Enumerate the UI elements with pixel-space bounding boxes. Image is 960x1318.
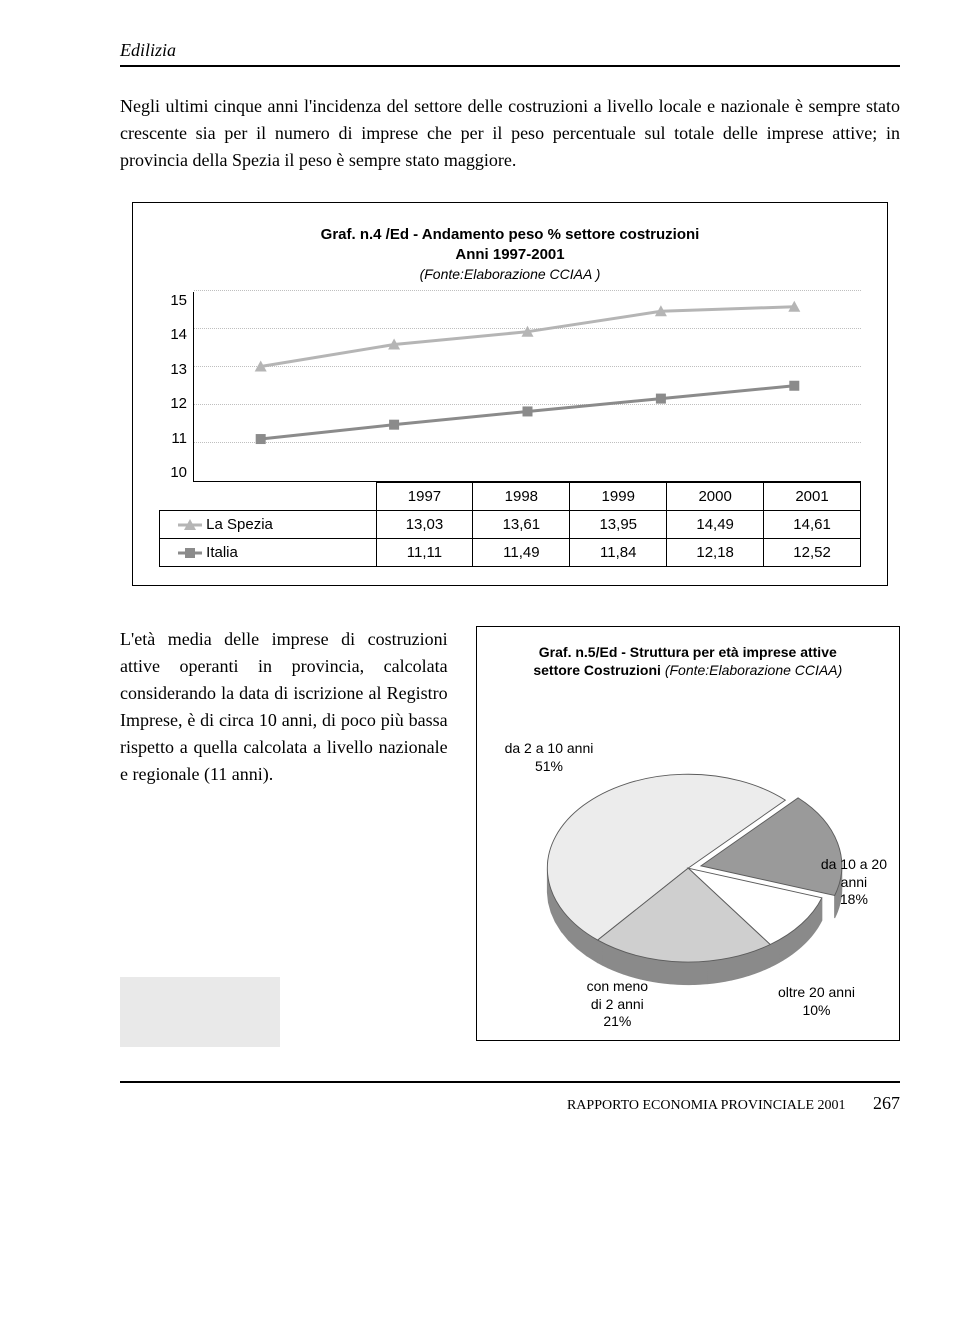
line-chart-plot xyxy=(193,292,861,482)
pie-chart-plot: da 2 a 10 anni51%da 10 a 20anni18%oltre … xyxy=(491,680,885,1030)
line-chart-yaxis: 151413121110 xyxy=(159,292,193,482)
line-chart-title: Graf. n.4 /Ed - Andamento peso % settore… xyxy=(159,225,861,266)
footer: RAPPORTO ECONOMIA PROVINCIALE 2001 267 xyxy=(120,1093,900,1114)
footer-rule xyxy=(120,1081,900,1083)
line-chart-area: 151413121110 xyxy=(159,292,861,482)
pie-chart-box: Graf. n.5/Ed - Struttura per età imprese… xyxy=(476,626,900,1042)
line-chart-data-table: 19971998199920002001 La Spezia13,0313,61… xyxy=(159,482,861,567)
page-number: 267 xyxy=(873,1093,900,1114)
footer-text: RAPPORTO ECONOMIA PROVINCIALE 2001 xyxy=(567,1098,846,1113)
age-paragraph: L'età media delle imprese di costruzioni… xyxy=(120,626,448,788)
line-chart-box: Graf. n.4 /Ed - Andamento peso % settore… xyxy=(132,202,888,586)
line-chart-subtitle: (Fonte:Elaborazione CCIAA ) xyxy=(159,266,861,282)
section-heading: Edilizia xyxy=(120,40,900,67)
intro-paragraph: Negli ultimi cinque anni l'incidenza del… xyxy=(120,93,900,174)
pie-chart-title: Graf. n.5/Ed - Struttura per età imprese… xyxy=(491,643,885,681)
decorative-block xyxy=(120,977,280,1047)
